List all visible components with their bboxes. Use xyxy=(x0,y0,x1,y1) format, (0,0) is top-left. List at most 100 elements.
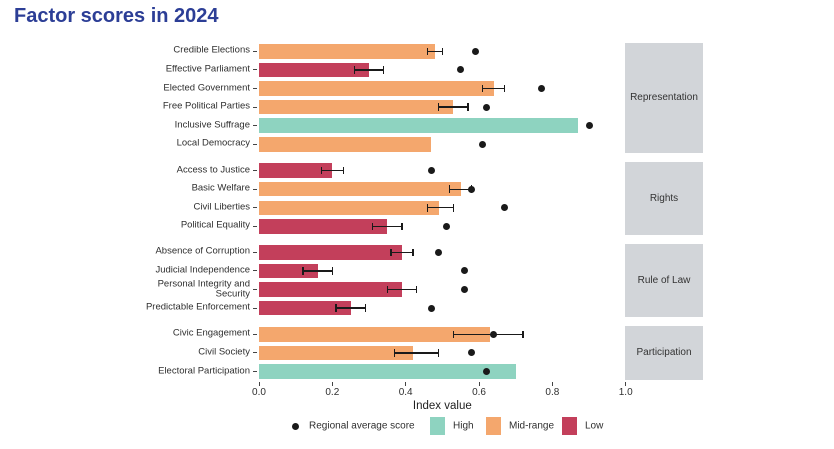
x-axis-tick-label: 0.8 xyxy=(545,387,560,398)
legend-item-mid-range: Mid-range xyxy=(509,420,555,432)
bar-high xyxy=(259,364,516,379)
x-axis-tick-label: 0.4 xyxy=(398,387,413,398)
y-axis-tick xyxy=(253,333,257,335)
error-bar-cap-right xyxy=(401,222,403,231)
bar-mid xyxy=(259,345,413,361)
bar-low xyxy=(259,219,388,234)
factor-label: Local Democracy xyxy=(176,137,250,149)
error-bar xyxy=(336,307,366,309)
error-bar xyxy=(449,188,472,190)
factor-label: Personal Integrity and Security xyxy=(157,277,250,300)
bar-mid xyxy=(259,200,439,216)
regional-average-dot xyxy=(482,368,490,375)
bar-mid xyxy=(259,181,461,197)
factor-label: Civil Liberties xyxy=(193,201,251,213)
x-axis-tick xyxy=(551,381,553,386)
legend-item-regional-average: Regional average score xyxy=(309,420,415,432)
bar-mid xyxy=(259,44,436,59)
error-bar xyxy=(394,352,439,354)
error-bar xyxy=(354,69,384,71)
y-axis-tick xyxy=(253,270,257,272)
error-bar-cap-left xyxy=(302,267,304,275)
facet-strip-rights: Rights xyxy=(625,161,703,236)
bar-low xyxy=(259,62,369,78)
factor-label: Civil Society xyxy=(198,346,250,358)
error-bar-cap-right xyxy=(412,248,414,257)
error-bar-cap-left xyxy=(452,330,455,339)
error-bar-cap-right xyxy=(467,103,469,111)
error-bar-cap-right xyxy=(503,84,506,93)
factor-label: Basic Welfare xyxy=(191,182,250,194)
error-bar-cap-left xyxy=(335,304,337,312)
facet-strip-label: Participation xyxy=(636,347,692,359)
x-axis-tick xyxy=(258,381,260,386)
bar-low xyxy=(259,300,351,316)
regional-average-dot xyxy=(427,167,435,175)
error-bar-cap-right xyxy=(522,330,524,339)
bar-low xyxy=(259,163,333,178)
factor-label: Political Equality xyxy=(180,220,250,232)
error-bar-cap-left xyxy=(448,185,451,193)
y-axis-tick xyxy=(253,289,257,290)
x-axis-tick xyxy=(405,381,407,386)
error-bar xyxy=(391,251,413,253)
y-axis-tick xyxy=(253,69,257,71)
error-bar-cap-right xyxy=(342,166,345,175)
factor-label: Judicial Independence xyxy=(155,264,250,276)
bar-mid xyxy=(259,137,432,152)
y-axis-tick xyxy=(253,307,257,309)
y-axis-tick xyxy=(253,188,257,190)
factor-label: Free Political Parties xyxy=(162,100,250,112)
factor-label: Inclusive Suffrage xyxy=(174,119,250,131)
factor-label: Predictable Enforcement xyxy=(145,301,250,313)
x-axis-tick-label: 1.0 xyxy=(618,387,633,398)
y-axis-tick xyxy=(253,143,257,145)
facet-strip-representation: Representation xyxy=(625,42,703,154)
regional-average-dot xyxy=(460,286,468,293)
bar-low xyxy=(259,282,402,297)
regional-average-dot xyxy=(468,349,476,357)
error-bar-cap-right xyxy=(452,204,455,212)
regional-average-dot xyxy=(501,204,509,212)
y-axis-tick xyxy=(253,50,257,52)
error-bar-cap-left xyxy=(371,222,374,231)
legend-swatch-low-icon xyxy=(562,417,577,435)
error-bar xyxy=(303,270,333,272)
error-bar-cap-right xyxy=(382,66,385,74)
y-axis-tick xyxy=(253,125,257,127)
factor-label: Civic Engagement xyxy=(172,327,250,339)
factor-label: Elected Government xyxy=(163,82,250,94)
error-bar-cap-left xyxy=(426,47,429,56)
x-axis-tick xyxy=(625,381,627,386)
error-bar xyxy=(482,87,505,90)
page-title: Factor scores in 2024 xyxy=(14,5,219,27)
error-bar-cap-left xyxy=(481,84,484,93)
legend-item-low: Low xyxy=(585,420,604,432)
x-axis-tick-label: 0.6 xyxy=(472,387,486,398)
error-bar-cap-left xyxy=(353,66,356,74)
error-bar xyxy=(427,207,454,209)
regional-average-dot xyxy=(435,248,443,256)
error-bar-cap-left xyxy=(426,204,429,212)
error-bar-cap-left xyxy=(386,285,389,294)
error-bar-cap-right xyxy=(331,267,334,275)
regional-average-dot xyxy=(482,103,490,111)
factor-label: Credible Elections xyxy=(173,44,250,56)
legend-item-high: High xyxy=(453,420,474,432)
factor-label: Effective Parliament xyxy=(165,63,250,75)
error-bar-cap-left xyxy=(320,166,323,175)
regional-average-dot xyxy=(442,222,450,230)
y-axis-tick xyxy=(253,371,257,372)
error-bar-cap-right xyxy=(441,47,444,56)
regional-average-dot xyxy=(479,140,487,148)
error-bar-cap-left xyxy=(393,349,396,357)
error-bar xyxy=(438,106,468,108)
x-axis-tick xyxy=(478,381,480,386)
error-bar-cap-right xyxy=(364,304,367,312)
bar-low xyxy=(259,245,402,260)
bar-mid xyxy=(259,99,454,115)
facet-strip-rule-of-law: Rule of Law xyxy=(625,243,703,317)
legend-swatch-mid-range-icon xyxy=(486,417,501,435)
y-axis-tick xyxy=(253,352,257,354)
bar-mid xyxy=(259,81,494,96)
